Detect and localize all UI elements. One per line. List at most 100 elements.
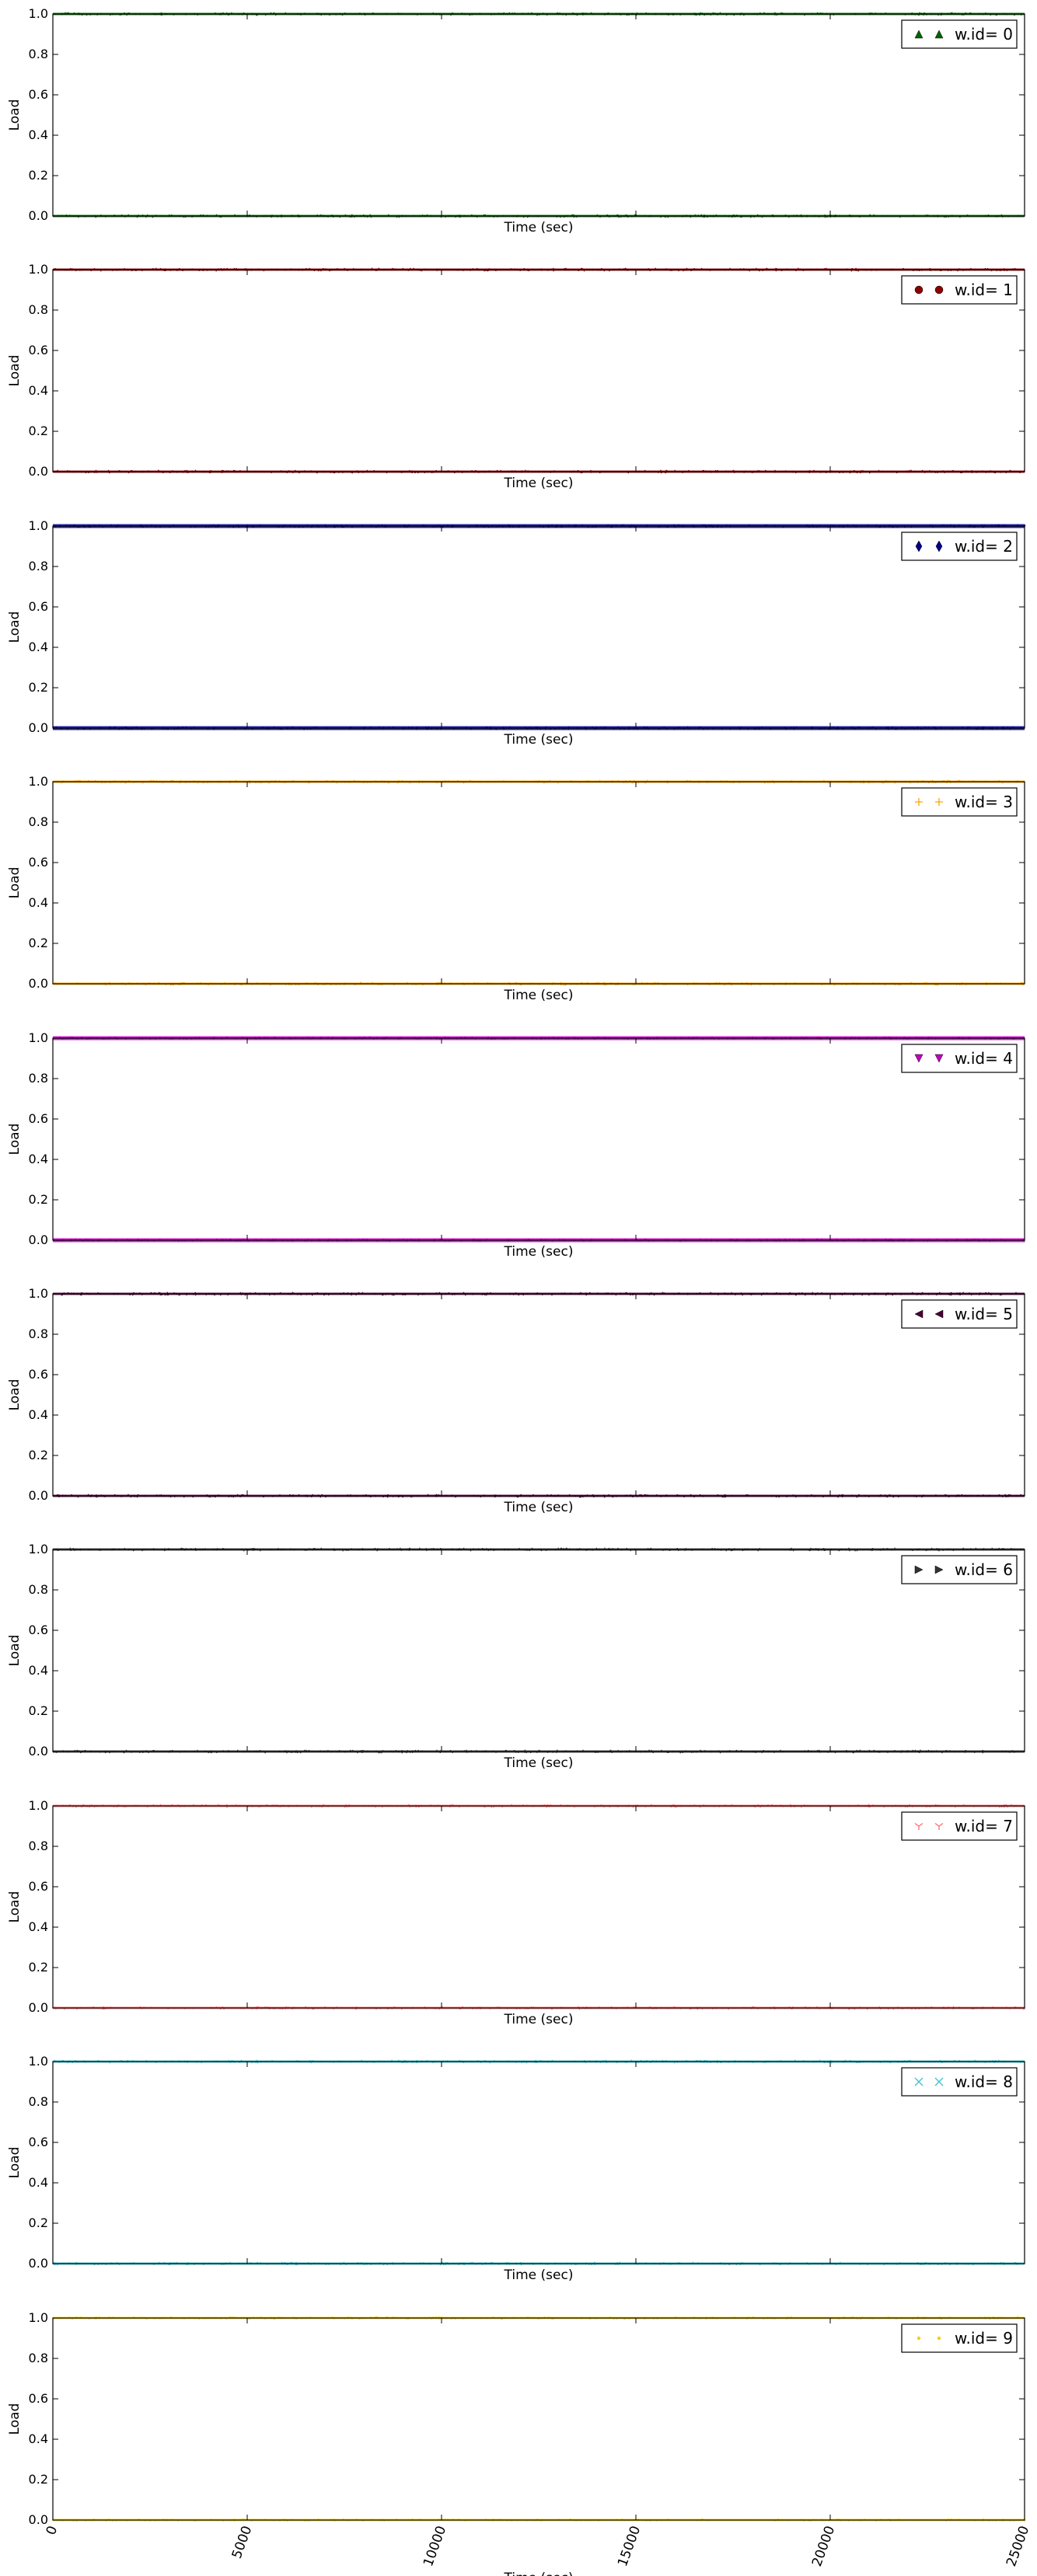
legend-marker-icon — [935, 540, 943, 552]
ytick-label: 0.2 — [29, 936, 48, 950]
legend-marker-icon — [934, 30, 944, 39]
ytick-label: 0.8 — [29, 302, 48, 317]
plot-area — [53, 1038, 1025, 1240]
ytick-label: 0.6 — [29, 1111, 48, 1126]
ytick-label: 1.0 — [29, 1286, 48, 1301]
legend: w.id= 6 — [901, 1555, 1018, 1584]
x-axis-label: Time (sec) — [504, 1500, 574, 1515]
ytick-label: 0.4 — [29, 895, 48, 910]
ytick-label: 0.6 — [29, 599, 48, 614]
legend-marker-icon — [914, 285, 924, 295]
ytick-label: 0.8 — [29, 47, 48, 61]
legend-marker-icon — [934, 1309, 944, 1319]
plot-area — [53, 526, 1025, 728]
legend-label: w.id= 6 — [955, 1560, 1013, 1579]
x-axis-label: Time (sec) — [504, 1244, 574, 1260]
ytick-label: 0.8 — [29, 559, 48, 573]
ytick-label: 0.4 — [29, 383, 48, 398]
ytick-label: 0.4 — [29, 1152, 48, 1166]
ytick-label: 0.6 — [29, 343, 48, 357]
legend-marker-icon — [934, 1054, 944, 1063]
ytick-label: 0.2 — [29, 168, 48, 183]
ytick-label: 0.6 — [29, 1879, 48, 1894]
ytick-label: 0.2 — [29, 424, 48, 438]
x-axis-label: Time (sec) — [504, 220, 574, 235]
legend-marker-icon — [914, 1054, 924, 1063]
legend: w.id= 4 — [901, 1044, 1018, 1073]
axes-frame — [52, 525, 1025, 729]
y-axis-label: Load — [7, 612, 23, 643]
legend-label: w.id= 1 — [955, 281, 1013, 299]
legend-marker-icon — [935, 798, 943, 806]
ytick-label: 1.0 — [29, 1798, 48, 1813]
plot-area — [53, 1806, 1025, 2008]
axes-frame — [52, 1293, 1025, 1497]
legend-marker-icon — [934, 1565, 944, 1574]
ytick-label: 0.4 — [29, 1919, 48, 1934]
ytick-label: 0.6 — [29, 1367, 48, 1382]
legend-marker-icon — [914, 1822, 924, 1830]
legend-label: w.id= 5 — [955, 1305, 1013, 1323]
axes-frame — [52, 1805, 1025, 2009]
ytick-label: 0.4 — [29, 1663, 48, 1678]
plot-area — [53, 1294, 1025, 1496]
ytick-label: 1.0 — [29, 6, 48, 21]
ytick-label: 0.0 — [29, 464, 48, 479]
legend-label: w.id= 0 — [955, 25, 1013, 44]
ytick-label: 0.0 — [29, 1488, 48, 1503]
plot-area — [53, 14, 1025, 216]
legend-marker-icon — [914, 30, 924, 39]
x-axis-label: Time (sec) — [504, 1755, 574, 1771]
legend-marker-icon — [914, 1565, 924, 1574]
axes-frame — [52, 781, 1025, 985]
legend-label: w.id= 7 — [955, 1817, 1013, 1835]
x-axis-label: Time (sec) — [504, 476, 574, 491]
y-axis-label: Load — [7, 1635, 23, 1667]
legend: w.id= 2 — [901, 532, 1018, 561]
y-axis-label: Load — [7, 867, 23, 899]
legend-label: w.id= 3 — [955, 793, 1013, 811]
axes-frame — [52, 269, 1025, 472]
ytick-label: 0.4 — [29, 640, 48, 654]
y-axis-label: Load — [7, 1124, 23, 1156]
axes-frame — [52, 13, 1025, 217]
ytick-label: 0.2 — [29, 1192, 48, 1207]
ytick-label: 1.0 — [29, 1030, 48, 1045]
ytick-label: 0.2 — [29, 1703, 48, 1718]
y-axis-label: Load — [7, 355, 23, 387]
ytick-label: 0.8 — [29, 1582, 48, 1597]
ytick-label: 0.0 — [29, 1744, 48, 1759]
axes-frame — [52, 1037, 1025, 1241]
ytick-label: 0.0 — [29, 1232, 48, 1247]
y-axis-label: Load — [7, 99, 23, 131]
legend: w.id= 7 — [901, 1811, 1018, 1841]
ytick-label: 0.0 — [29, 2000, 48, 2015]
ytick-label: 0.6 — [29, 87, 48, 102]
legend: w.id= 5 — [901, 1299, 1018, 1329]
ytick-label: 0.2 — [29, 1960, 48, 1975]
legend: w.id= 0 — [901, 19, 1018, 49]
legend-marker-icon — [934, 1822, 944, 1830]
legend-marker-icon — [915, 540, 923, 552]
ytick-label: 0.8 — [29, 814, 48, 829]
plot-area — [53, 1549, 1025, 1752]
legend-marker-icon — [934, 285, 944, 295]
ytick-label: 0.0 — [29, 976, 48, 991]
legend: w.id= 1 — [901, 275, 1018, 305]
ytick-label: 0.2 — [29, 680, 48, 695]
ytick-label: 1.0 — [29, 518, 48, 533]
legend-label: w.id= 2 — [955, 537, 1013, 556]
x-axis-label: Time (sec) — [504, 732, 574, 748]
legend-marker-icon — [914, 1309, 924, 1319]
ytick-label: 0.2 — [29, 1448, 48, 1462]
plot-area — [53, 782, 1025, 984]
x-axis-label: Time (sec) — [504, 2012, 574, 2027]
plot-area — [53, 2062, 1025, 2264]
